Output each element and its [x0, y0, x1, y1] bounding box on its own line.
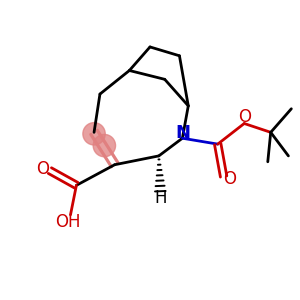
Circle shape — [93, 134, 116, 157]
Text: OH: OH — [55, 213, 80, 231]
Text: O: O — [224, 170, 237, 188]
Text: N: N — [176, 124, 190, 142]
Text: O: O — [36, 160, 49, 178]
Text: O: O — [238, 108, 251, 126]
Circle shape — [83, 123, 105, 145]
Text: H: H — [154, 189, 167, 207]
